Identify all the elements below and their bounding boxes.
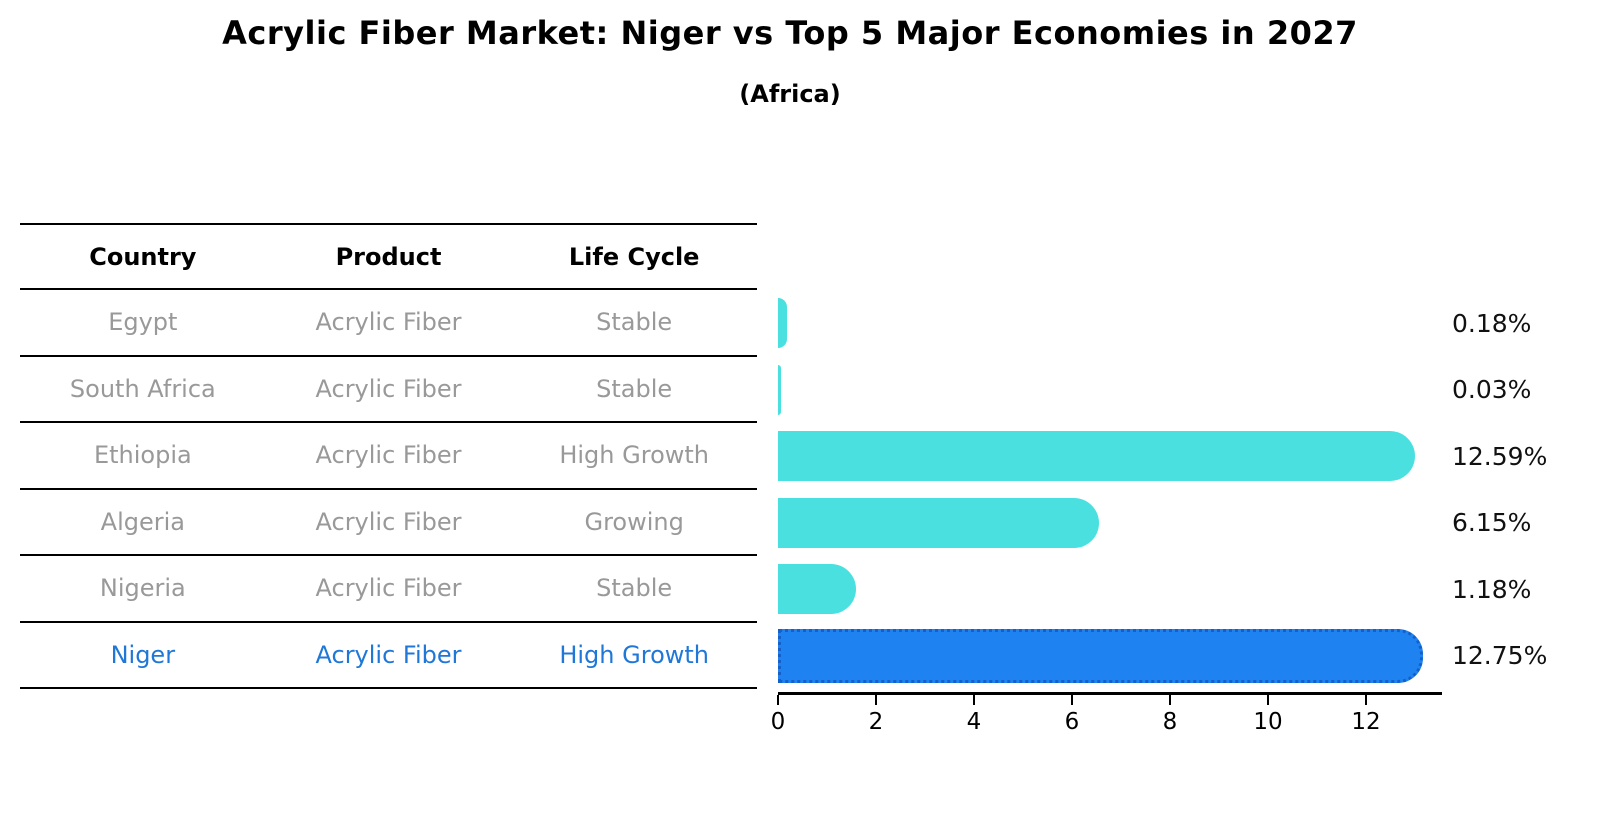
country-cell: Algeria	[100, 507, 185, 536]
column-header-lifecycle: Life Cycle	[568, 242, 700, 271]
bar-area	[778, 290, 1478, 689]
country-cell: Nigeria	[99, 574, 186, 603]
x-tick-label: 0	[770, 709, 786, 735]
x-tick-mark	[875, 695, 877, 705]
life-cycle-cell: High Growth	[559, 640, 710, 669]
table-row-south-africa: South Africa Acrylic Fiber Stable	[20, 357, 757, 423]
country-cell: Egypt	[108, 308, 178, 337]
country-cell: South Africa	[69, 374, 216, 403]
table-row-niger: Niger Acrylic Fiber High Growth	[20, 623, 757, 689]
bar-niger	[778, 628, 1423, 683]
product-cell: Acrylic Fiber	[315, 308, 462, 337]
bar-row-algeria	[778, 490, 1478, 557]
life-cycle-cell: Stable	[596, 574, 673, 603]
life-cycle-cell: Growing	[584, 507, 684, 536]
bar-algeria	[778, 497, 1100, 548]
value-label-niger: 12.75%	[1452, 641, 1548, 671]
chart-subtitle: (Africa)	[739, 80, 841, 108]
x-tick-label: 4	[966, 709, 982, 735]
bar-row-niger	[778, 623, 1478, 690]
country-table: Country Product Life Cycle Egypt Acrylic …	[20, 223, 757, 689]
column-header-product: Product	[335, 242, 442, 271]
value-label-algeria: 6.15%	[1452, 508, 1532, 538]
table-row-ethiopia: Ethiopia Acrylic Fiber High Growth	[20, 423, 757, 490]
product-cell: Acrylic Fiber	[315, 640, 462, 669]
product-cell: Acrylic Fiber	[315, 441, 462, 470]
table-row-egypt: Egypt Acrylic Fiber Stable	[20, 290, 757, 357]
x-tick-label: 8	[1162, 709, 1178, 735]
column-header-country: Country	[89, 242, 197, 271]
x-tick-label: 12	[1351, 709, 1381, 735]
product-cell: Acrylic Fiber	[315, 574, 462, 603]
bar-ethiopia	[778, 431, 1415, 482]
x-tick-label: 6	[1064, 709, 1080, 735]
x-tick-mark	[973, 695, 975, 705]
bar-nigeria	[778, 564, 856, 615]
table-body: Egypt Acrylic Fiber Stable South Africa Acry…	[20, 290, 757, 689]
x-tick-mark	[777, 695, 779, 705]
product-cell: Acrylic Fiber	[315, 507, 462, 536]
x-tick-mark	[1365, 695, 1367, 705]
country-cell: Ethiopia	[93, 441, 192, 470]
value-label-egypt: 0.18%	[1452, 308, 1532, 338]
x-tick-mark	[1267, 695, 1269, 705]
life-cycle-cell: Stable	[596, 374, 673, 403]
bar-row-nigeria	[778, 556, 1478, 623]
x-tick-label: 10	[1253, 709, 1283, 735]
x-tick-label: 2	[868, 709, 884, 735]
bar-row-south-africa	[778, 357, 1478, 424]
product-cell: Acrylic Fiber	[315, 374, 462, 403]
value-label-column: 0.18% 0.03% 12.59% 6.15% 1.18% 12.75%	[1452, 290, 1547, 689]
x-axis-line	[778, 692, 1442, 695]
bar-row-ethiopia	[778, 423, 1478, 490]
country-cell: Niger	[110, 640, 176, 669]
x-tick-mark	[1169, 695, 1171, 705]
chart-title: Acrylic Fiber Market: Niger vs Top 5 Maj…	[222, 14, 1358, 52]
value-label-nigeria: 1.18%	[1452, 574, 1532, 604]
life-cycle-cell: High Growth	[559, 441, 710, 470]
x-tick-mark	[1071, 695, 1073, 705]
value-label-ethiopia: 12.59%	[1452, 441, 1548, 471]
bar-egypt	[778, 298, 787, 349]
life-cycle-cell: Stable	[596, 308, 673, 337]
table-row-algeria: Algeria Acrylic Fiber Growing	[20, 490, 757, 556]
table-header-row: Country Product Life Cycle	[20, 223, 757, 290]
value-label-south-africa: 0.03%	[1452, 375, 1532, 405]
bar-south-africa	[778, 364, 781, 415]
bar-row-egypt	[778, 290, 1478, 357]
table-row-nigeria: Nigeria Acrylic Fiber Stable	[20, 556, 757, 623]
